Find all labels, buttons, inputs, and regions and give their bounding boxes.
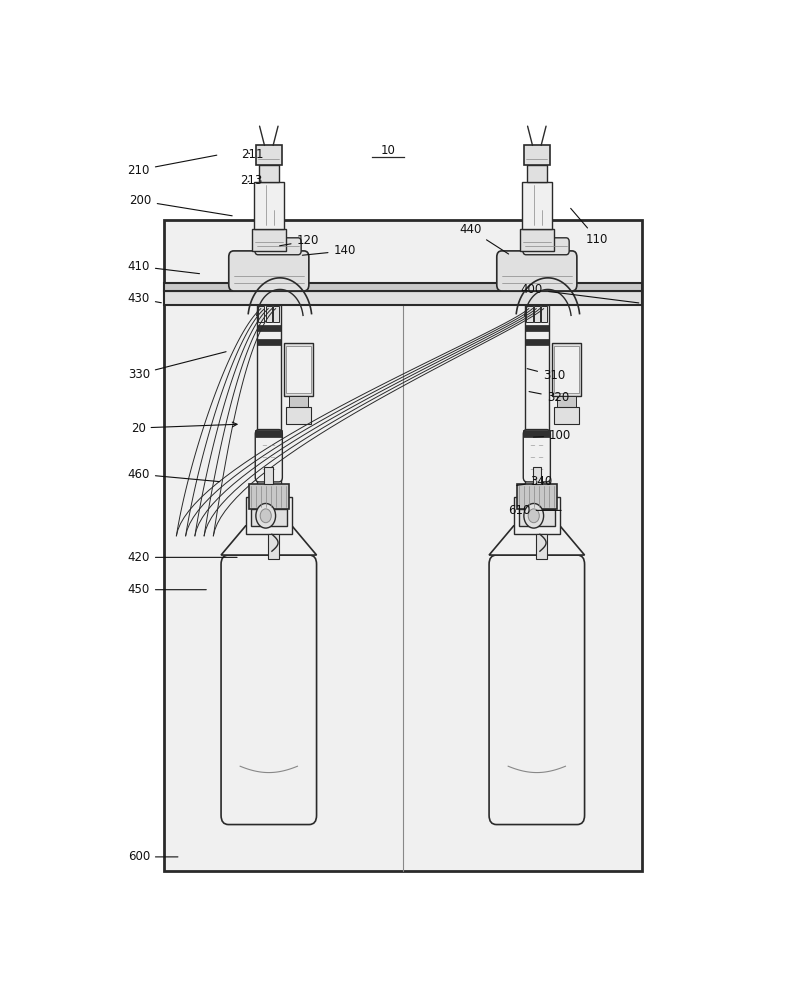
Bar	[519, 509, 555, 526]
Text: ~ ~: ~ ~	[529, 455, 544, 461]
Bar	[554, 346, 579, 393]
Text: ~ ~: ~ ~	[262, 443, 276, 449]
Text: 600: 600	[128, 850, 178, 863]
Bar	[257, 325, 281, 331]
Bar	[286, 346, 311, 393]
Text: 110: 110	[571, 208, 608, 246]
Polygon shape	[221, 526, 316, 555]
Bar	[164, 283, 642, 291]
Bar	[258, 306, 265, 322]
Text: ~ ~: ~ ~	[262, 467, 276, 473]
Bar	[533, 467, 541, 484]
FancyBboxPatch shape	[255, 430, 282, 482]
Text: 420: 420	[127, 551, 237, 564]
Polygon shape	[489, 526, 584, 555]
Bar	[164, 220, 642, 871]
Text: 120: 120	[280, 234, 319, 247]
Bar	[164, 291, 642, 305]
Bar	[265, 467, 273, 484]
Text: 20: 20	[130, 422, 237, 434]
Text: 213: 213	[240, 174, 262, 187]
Bar	[266, 306, 272, 322]
Bar	[249, 484, 289, 509]
Circle shape	[260, 509, 271, 523]
Text: 440: 440	[459, 223, 509, 254]
Text: 460: 460	[127, 468, 220, 482]
FancyBboxPatch shape	[523, 430, 550, 482]
Text: 140: 140	[302, 244, 356, 257]
Bar	[526, 306, 533, 322]
Text: 450: 450	[128, 583, 206, 596]
Text: 200: 200	[130, 194, 232, 216]
FancyBboxPatch shape	[229, 251, 308, 291]
Circle shape	[528, 509, 539, 523]
Bar	[541, 306, 547, 322]
Text: 330: 330	[128, 352, 226, 381]
Bar	[256, 145, 281, 165]
FancyBboxPatch shape	[497, 251, 577, 291]
Text: ~ ~: ~ ~	[262, 455, 276, 461]
Bar	[523, 430, 550, 437]
Text: 320: 320	[529, 391, 569, 404]
Bar	[252, 229, 285, 251]
Bar	[514, 497, 560, 534]
FancyBboxPatch shape	[221, 555, 316, 825]
Text: 10: 10	[380, 144, 395, 157]
Bar	[246, 497, 292, 534]
Circle shape	[524, 503, 544, 528]
Bar	[554, 407, 579, 424]
Text: 310: 310	[527, 369, 565, 382]
Text: ~ ~: ~ ~	[529, 443, 544, 449]
Bar	[257, 339, 281, 345]
Bar	[525, 325, 549, 331]
Circle shape	[256, 503, 276, 528]
Text: ~ ~: ~ ~	[529, 467, 544, 473]
Text: 210: 210	[127, 155, 217, 177]
Bar	[525, 305, 549, 490]
Text: 211: 211	[241, 148, 263, 161]
Bar	[552, 343, 581, 396]
Bar	[536, 534, 547, 559]
Bar	[273, 306, 279, 322]
Bar	[289, 396, 308, 407]
Bar	[251, 509, 287, 526]
FancyBboxPatch shape	[523, 238, 569, 255]
Text: 340: 340	[517, 475, 553, 488]
Text: 400: 400	[521, 283, 639, 303]
Bar	[259, 165, 279, 182]
Bar	[268, 534, 279, 559]
Text: 410: 410	[127, 260, 200, 274]
Text: 430: 430	[128, 292, 161, 305]
Text: 610: 610	[508, 504, 561, 517]
Bar	[556, 396, 576, 407]
Bar	[254, 182, 284, 229]
Bar	[257, 305, 281, 490]
Bar	[284, 343, 313, 396]
Bar	[524, 145, 550, 165]
Bar	[533, 306, 540, 322]
Bar	[517, 484, 556, 509]
Bar	[527, 165, 547, 182]
FancyBboxPatch shape	[255, 238, 301, 255]
Bar	[255, 430, 282, 437]
Bar	[520, 229, 554, 251]
FancyBboxPatch shape	[489, 555, 584, 825]
Bar	[525, 339, 549, 345]
Bar	[522, 182, 552, 229]
Text: 100: 100	[533, 429, 572, 442]
Bar	[286, 407, 311, 424]
